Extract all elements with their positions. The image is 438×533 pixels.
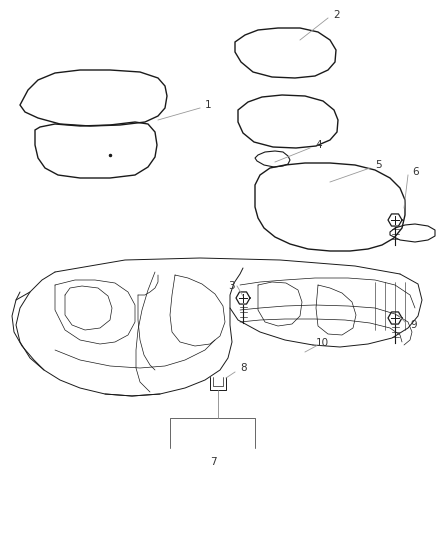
Text: 8: 8 [240,363,247,373]
Text: 5: 5 [375,160,381,170]
Text: 7: 7 [210,457,216,467]
Text: 10: 10 [316,338,329,348]
Text: 6: 6 [412,167,419,177]
Text: 1: 1 [205,100,212,110]
Text: 9: 9 [410,320,417,330]
Text: 3: 3 [228,281,235,291]
Text: 2: 2 [333,10,339,20]
Text: 4: 4 [315,140,321,150]
